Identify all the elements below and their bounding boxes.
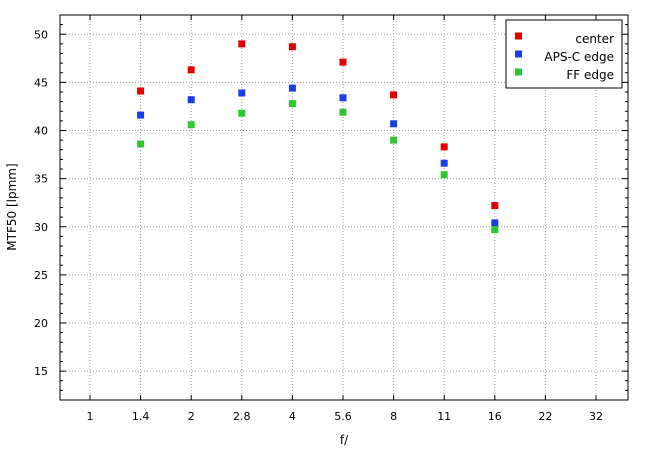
- x-tick-label: 11: [437, 410, 451, 423]
- y-tick-label: 20: [34, 317, 48, 330]
- data-point-aps-c-edge: [390, 120, 398, 128]
- y-tick-label: 25: [34, 269, 48, 282]
- data-point-ff-edge: [491, 226, 499, 234]
- data-point-center: [491, 202, 499, 210]
- data-point-aps-c-edge: [491, 219, 499, 227]
- x-tick-label: 2: [188, 410, 195, 423]
- x-tick-label: 1: [87, 410, 94, 423]
- legend-label-ff-edge: FF edge: [566, 68, 614, 82]
- x-tick-label: 5.6: [334, 410, 352, 423]
- data-point-aps-c-edge: [339, 94, 347, 102]
- legend-marker-center: [515, 32, 522, 40]
- data-points: [137, 40, 499, 234]
- y-tick-label: 50: [34, 28, 48, 41]
- data-point-center: [339, 58, 347, 66]
- y-tick-label: 45: [34, 76, 48, 89]
- x-tick-label: 8: [390, 410, 397, 423]
- data-point-aps-c-edge: [440, 159, 448, 167]
- data-point-ff-edge: [238, 109, 246, 117]
- data-point-ff-edge: [187, 121, 195, 129]
- x-tick-label: 4: [289, 410, 296, 423]
- grid-lines: [60, 15, 628, 400]
- data-point-center: [390, 91, 398, 99]
- data-point-ff-edge: [288, 100, 296, 108]
- data-point-aps-c-edge: [288, 84, 296, 92]
- data-point-aps-c-edge: [137, 111, 145, 119]
- x-tick-label: 2.8: [233, 410, 251, 423]
- legend-box: [505, 19, 623, 89]
- data-point-aps-c-edge: [187, 96, 195, 104]
- data-point-ff-edge: [339, 108, 347, 116]
- legend: center APS-C edge FF edge: [505, 19, 623, 89]
- data-point-center: [440, 143, 448, 151]
- x-tick-label: 32: [589, 410, 603, 423]
- data-point-ff-edge: [440, 171, 448, 179]
- data-point-center: [238, 40, 246, 48]
- data-point-center: [137, 87, 145, 95]
- legend-marker-aps-c-edge: [515, 50, 522, 58]
- data-point-center: [187, 66, 195, 74]
- y-tick-label: 35: [34, 173, 48, 186]
- y-tick-label: 15: [34, 365, 48, 378]
- axis-ticks: 1 1.4 2 2.8 4 5.6 8 11 16 22 32 15 20 25 30 35 40 45 50: [34, 15, 628, 423]
- y-tick-label: 30: [34, 221, 48, 234]
- x-tick-label: 22: [538, 410, 552, 423]
- x-axis-label: f/: [340, 433, 349, 447]
- legend-marker-ff-edge: [515, 68, 522, 76]
- legend-label-center: center: [575, 32, 614, 46]
- data-point-ff-edge: [390, 136, 398, 144]
- data-point-center: [288, 43, 296, 51]
- x-tick-label: 16: [488, 410, 502, 423]
- y-tick-label: 40: [34, 125, 48, 138]
- data-point-ff-edge: [137, 140, 145, 148]
- y-axis-label: MTF50 [lpmm]: [5, 163, 19, 250]
- legend-label-aps-c-edge: APS-C edge: [544, 50, 614, 64]
- x-tick-label: 1.4: [132, 410, 150, 423]
- data-point-aps-c-edge: [238, 89, 246, 97]
